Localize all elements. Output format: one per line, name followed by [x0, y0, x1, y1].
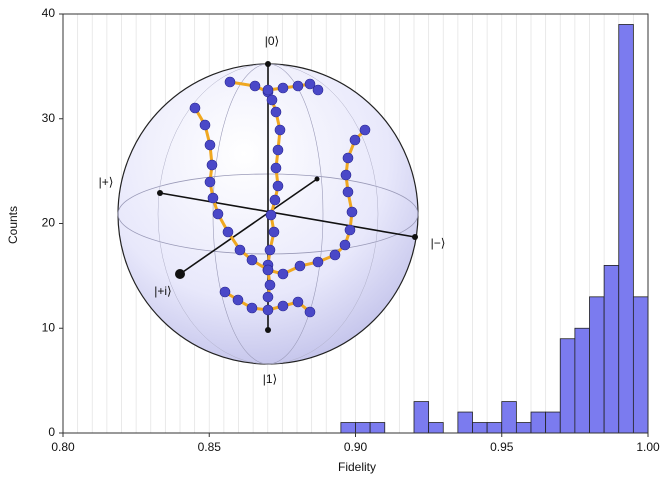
- trajectory-point: [340, 169, 352, 181]
- trajectory-point: [342, 186, 354, 198]
- trajectory-point: [270, 162, 282, 174]
- trajectory-point: [359, 124, 371, 136]
- trajectory-point: [212, 208, 224, 220]
- trajectory-point: [349, 134, 361, 146]
- bar: [428, 422, 444, 434]
- trajectory-point: [272, 144, 284, 156]
- trajectory-point: [246, 254, 258, 266]
- x-tick-label: 0.95: [490, 440, 514, 454]
- trajectory-point: [262, 304, 274, 316]
- bar: [355, 422, 371, 434]
- bar: [589, 296, 605, 434]
- state-label: |1⟩: [263, 372, 277, 386]
- pole: [314, 176, 320, 182]
- trajectory-point: [272, 180, 284, 192]
- bar: [530, 411, 547, 434]
- trajectory-point: [277, 82, 289, 94]
- x-tick-label: 0.80: [51, 440, 75, 454]
- trajectory-point: [206, 159, 218, 171]
- bar: [618, 24, 634, 434]
- trajectory-point: [234, 244, 246, 256]
- trajectory-point: [264, 244, 276, 256]
- bar: [545, 411, 561, 434]
- y-axis: [179, 178, 318, 275]
- trajectory-point: [266, 94, 278, 106]
- state-label: |+i⟩: [154, 284, 171, 298]
- bar: [515, 422, 532, 434]
- trajectory-point: [270, 106, 282, 118]
- trajectory-point: [339, 239, 351, 251]
- trajectory-point: [204, 139, 216, 151]
- x-tick-label: 0.90: [344, 440, 368, 454]
- x-axis-label: Fidelity: [338, 460, 376, 474]
- y-axis-label: Counts: [6, 206, 20, 244]
- pole: [265, 327, 271, 333]
- trajectory-point: [204, 176, 216, 188]
- trajectory-point: [264, 279, 276, 291]
- trajectory-point: [292, 80, 304, 92]
- bar: [574, 327, 590, 434]
- trajectory-point: [207, 192, 219, 204]
- bar: [603, 264, 620, 434]
- pole: [175, 269, 185, 279]
- pole: [412, 234, 418, 240]
- trajectory-point: [268, 226, 280, 238]
- x-tick-label: 0.85: [198, 440, 222, 454]
- trajectory-point: [344, 224, 356, 236]
- trajectory-point: [262, 264, 274, 276]
- trajectory-point: [274, 124, 286, 136]
- trajectory-point: [342, 152, 354, 164]
- state-label: |−⟩: [431, 236, 446, 250]
- trajectory-point: [199, 119, 211, 131]
- trajectory-point: [262, 291, 274, 303]
- bar: [486, 422, 503, 434]
- trajectory-point: [222, 226, 234, 238]
- trajectory-point: [277, 300, 289, 312]
- trajectory-point: [292, 296, 304, 308]
- trajectory-point: [224, 76, 236, 88]
- y-tick-label: 10: [42, 320, 56, 334]
- trajectory-point: [312, 84, 324, 96]
- y-tick-label: 30: [42, 111, 56, 125]
- trajectory-point: [189, 102, 201, 114]
- x-tick-label: 1.00: [636, 440, 660, 454]
- bar: [413, 401, 430, 434]
- pole: [157, 190, 163, 196]
- bar: [340, 422, 356, 434]
- bar: [472, 422, 488, 434]
- trajectory-point: [304, 78, 316, 90]
- y-tick-label: 40: [42, 6, 56, 20]
- trajectory: [189, 76, 371, 318]
- bar: [559, 338, 576, 434]
- trajectory-point: [249, 80, 261, 92]
- bar: [457, 411, 473, 434]
- trajectory-point: [329, 249, 341, 261]
- pole: [265, 61, 271, 67]
- trajectory-point: [304, 306, 316, 318]
- state-label: |0⟩: [265, 34, 279, 48]
- y-tick-label: 0: [48, 425, 55, 439]
- trajectory-point: [312, 256, 324, 268]
- trajectory-point: [346, 206, 358, 218]
- state-label: |+⟩: [99, 175, 114, 189]
- trajectory-point: [232, 294, 244, 306]
- trajectory-point: [269, 194, 281, 206]
- bar: [632, 296, 649, 434]
- bar: [501, 401, 517, 434]
- plot-frame: [62, 13, 649, 434]
- trajectory-point: [294, 260, 306, 272]
- trajectory-point: [246, 302, 258, 314]
- bloch-sphere: |0⟩ |1⟩ |+⟩ |−⟩ |+i⟩: [99, 34, 446, 386]
- trajectory-point: [262, 84, 274, 96]
- x-axis: [159, 192, 416, 238]
- trajectory-point: [277, 268, 289, 280]
- y-tick-label: 20: [42, 216, 56, 230]
- bar: [369, 422, 386, 434]
- trajectory-point: [265, 209, 277, 221]
- trajectory-point: [219, 286, 231, 298]
